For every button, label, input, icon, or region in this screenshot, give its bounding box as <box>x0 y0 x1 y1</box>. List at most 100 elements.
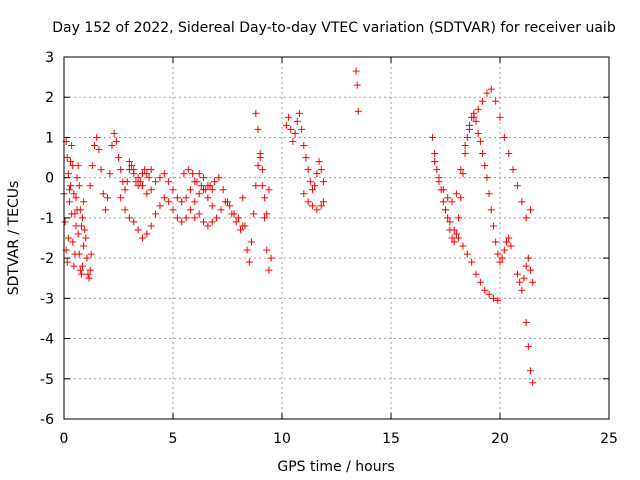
y-tick-label: -3 <box>40 291 54 307</box>
data-point <box>300 141 308 149</box>
data-point <box>468 258 476 266</box>
data-point <box>313 206 321 214</box>
data-point <box>75 182 83 190</box>
data-point <box>516 278 524 286</box>
data-point <box>77 270 85 278</box>
data-point <box>200 218 208 226</box>
data-point <box>75 250 83 258</box>
data-point <box>289 137 297 145</box>
data-point <box>448 198 456 206</box>
data-point <box>527 367 535 375</box>
data-point <box>182 194 190 202</box>
data-point <box>265 186 273 194</box>
data-point <box>160 194 168 202</box>
data-point <box>241 222 249 230</box>
data-point <box>444 214 452 222</box>
data-point <box>130 166 138 174</box>
data-point <box>123 178 131 186</box>
data-point <box>178 218 186 226</box>
data-point <box>505 234 513 242</box>
data-point <box>319 198 327 206</box>
data-point <box>80 198 88 206</box>
data-point <box>254 125 262 133</box>
data-point <box>208 202 216 210</box>
data-point <box>219 186 227 194</box>
data-point <box>313 170 321 178</box>
data-point <box>115 154 122 162</box>
data-point <box>88 162 96 170</box>
data-point <box>138 234 146 242</box>
data-point <box>496 113 504 121</box>
data-point <box>433 166 441 174</box>
data-point <box>169 206 177 214</box>
y-tick-label: -1 <box>40 211 54 227</box>
data-point <box>215 174 223 182</box>
data-point <box>291 129 299 137</box>
data-point <box>450 226 458 234</box>
data-point <box>117 194 125 202</box>
data-point <box>204 222 212 230</box>
data-point <box>128 162 136 170</box>
data-point <box>202 186 210 194</box>
data-point <box>513 270 521 278</box>
data-point <box>483 89 491 97</box>
data-point <box>165 178 173 186</box>
data-point <box>108 141 116 149</box>
data-point <box>306 178 314 186</box>
data-point <box>210 178 218 186</box>
data-point <box>485 290 493 298</box>
data-point <box>65 198 73 206</box>
data-point <box>319 178 327 186</box>
data-point <box>237 226 245 234</box>
data-point <box>68 141 76 149</box>
chart-title: Day 152 of 2022, Sidereal Day-to-day VTE… <box>52 20 616 36</box>
data-point <box>67 158 75 166</box>
data-point <box>82 234 90 242</box>
data-point <box>152 178 160 186</box>
data-point <box>524 254 532 262</box>
data-point <box>178 198 186 206</box>
data-point <box>476 278 484 286</box>
data-point <box>498 254 506 262</box>
data-point <box>97 166 105 174</box>
data-point <box>86 266 94 274</box>
data-point <box>152 210 160 218</box>
data-point <box>317 202 325 210</box>
data-point <box>186 206 194 214</box>
data-point <box>195 210 203 218</box>
data-point <box>84 270 92 278</box>
data-point <box>474 129 482 137</box>
data-point <box>65 186 73 194</box>
data-point <box>452 190 460 198</box>
data-point <box>455 214 463 222</box>
data-point <box>265 266 273 274</box>
data-point <box>494 250 502 258</box>
data-point <box>457 166 465 174</box>
data-point <box>263 246 271 254</box>
y-tick-label: 3 <box>45 50 54 66</box>
data-point <box>258 166 266 174</box>
data-point <box>156 202 164 210</box>
data-point <box>309 186 317 194</box>
x-tick-label: 15 <box>382 431 400 447</box>
data-point <box>145 174 153 182</box>
data-point <box>503 238 511 246</box>
data-point <box>208 218 216 226</box>
data-point <box>136 178 144 186</box>
data-point <box>529 278 537 286</box>
data-point <box>461 141 469 149</box>
data-point <box>189 170 197 178</box>
data-point <box>141 166 149 174</box>
data-point <box>459 170 467 178</box>
data-marks <box>60 67 537 387</box>
data-point <box>452 230 460 238</box>
data-point <box>481 162 489 170</box>
data-point <box>77 222 85 230</box>
data-point <box>147 166 155 174</box>
y-tick-label: -5 <box>40 372 54 388</box>
data-point <box>302 154 310 162</box>
data-point <box>494 296 502 304</box>
data-point <box>479 97 487 105</box>
data-point <box>245 258 253 266</box>
data-point <box>160 170 168 178</box>
